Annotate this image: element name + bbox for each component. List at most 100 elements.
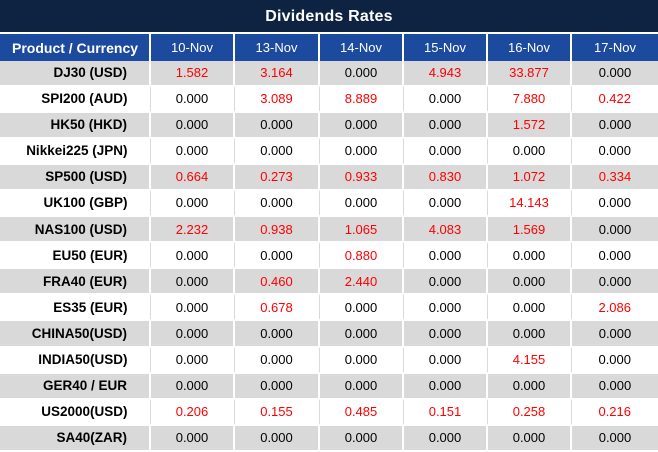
value-cell: 0.000 bbox=[487, 242, 572, 270]
product-cell: CHINA50(USD) bbox=[0, 320, 151, 348]
value-cell: 0.000 bbox=[487, 320, 572, 348]
value-cell: 0.000 bbox=[571, 346, 658, 374]
value-cell: 0.000 bbox=[571, 320, 658, 348]
table-row: FRA40 (EUR) 0.000 0.460 2.440 0.000 0.000 0.00… bbox=[0, 268, 658, 296]
value-cell: 0.422 bbox=[571, 85, 658, 113]
value-cell: 0.000 bbox=[234, 137, 320, 165]
value-cell: 0.000 bbox=[403, 189, 488, 218]
value-cell: 3.164 bbox=[234, 61, 320, 87]
value-cell: 0.000 bbox=[403, 294, 488, 322]
value-cell: 0.000 bbox=[234, 424, 320, 452]
table-row: US2000(USD) 0.206 0.155 0.485 0.151 0.258 0.21… bbox=[0, 398, 658, 426]
table-row: GER40 / EUR 0.000 0.000 0.000 0.000 0.000 0.00… bbox=[0, 372, 658, 400]
product-cell: DJ30 (USD) bbox=[0, 61, 151, 87]
value-cell: 7.880 bbox=[487, 85, 572, 113]
value-cell: 0.000 bbox=[487, 268, 572, 296]
value-cell: 0.000 bbox=[319, 346, 404, 374]
value-cell: 8.889 bbox=[319, 85, 404, 113]
value-cell: 0.000 bbox=[150, 268, 235, 296]
product-cell: FRA40 (EUR) bbox=[0, 268, 151, 296]
product-cell: NAS100 (USD) bbox=[0, 216, 151, 244]
value-cell: 0.000 bbox=[403, 242, 488, 270]
value-cell: 0.000 bbox=[487, 372, 572, 400]
value-cell: 0.000 bbox=[403, 85, 488, 113]
product-cell: GER40 / EUR bbox=[0, 372, 151, 400]
value-cell: 0.000 bbox=[319, 294, 404, 322]
value-cell: 2.086 bbox=[571, 294, 658, 322]
value-cell: 0.000 bbox=[234, 320, 320, 348]
product-cell: EU50 (EUR) bbox=[0, 242, 151, 270]
value-cell: 2.232 bbox=[150, 216, 235, 244]
value-cell: 0.000 bbox=[150, 111, 235, 139]
value-cell: 0.000 bbox=[234, 242, 320, 270]
value-cell: 0.000 bbox=[150, 372, 235, 400]
value-cell: 0.000 bbox=[150, 294, 235, 322]
product-cell: Nikkei225 (JPN) bbox=[0, 137, 151, 165]
value-cell: 0.000 bbox=[150, 189, 235, 218]
date-header: 15-Nov bbox=[403, 32, 488, 61]
dividends-table: Product / Currency 10-Nov 13-Nov 14-Nov 15-N… bbox=[0, 32, 658, 452]
value-cell: 0.000 bbox=[150, 242, 235, 270]
value-cell: 0.938 bbox=[234, 216, 320, 244]
date-header: 14-Nov bbox=[319, 32, 404, 61]
product-cell: SP500 (USD) bbox=[0, 163, 151, 191]
value-cell: 0.000 bbox=[150, 85, 235, 113]
table-row: CHINA50(USD) 0.000 0.000 0.000 0.000 0.000 0.0… bbox=[0, 320, 658, 348]
value-cell: 0.000 bbox=[571, 111, 658, 139]
value-cell: 1.582 bbox=[150, 61, 235, 87]
value-cell: 0.460 bbox=[234, 268, 320, 296]
value-cell: 0.000 bbox=[319, 137, 404, 165]
value-cell: 0.000 bbox=[571, 424, 658, 452]
value-cell: 0.000 bbox=[403, 320, 488, 348]
value-cell: 0.000 bbox=[403, 372, 488, 400]
value-cell: 0.000 bbox=[150, 137, 235, 165]
value-cell: 2.440 bbox=[319, 268, 404, 296]
value-cell: 0.000 bbox=[234, 111, 320, 139]
value-cell: 0.678 bbox=[234, 294, 320, 322]
value-cell: 0.000 bbox=[319, 424, 404, 452]
page-title: Dividends Rates bbox=[0, 0, 658, 32]
value-cell: 0.485 bbox=[319, 398, 404, 426]
table-row: EU50 (EUR) 0.000 0.000 0.880 0.000 0.000 0.000 bbox=[0, 242, 658, 270]
value-cell: 0.000 bbox=[571, 61, 658, 87]
value-cell: 0.000 bbox=[234, 189, 320, 218]
value-cell: 3.089 bbox=[234, 85, 320, 113]
value-cell: 0.000 bbox=[487, 424, 572, 452]
value-cell: 4.083 bbox=[403, 216, 488, 244]
value-cell: 0.000 bbox=[319, 111, 404, 139]
value-cell: 0.000 bbox=[487, 137, 572, 165]
date-header: 17-Nov bbox=[571, 32, 658, 61]
table-row: HK50 (HKD) 0.000 0.000 0.000 0.000 1.572 0.000 bbox=[0, 111, 658, 139]
value-cell: 0.000 bbox=[571, 137, 658, 165]
product-currency-header: Product / Currency bbox=[0, 32, 151, 61]
value-cell: 33.877 bbox=[487, 61, 572, 87]
value-cell: 0.000 bbox=[234, 346, 320, 374]
value-cell: 1.072 bbox=[487, 163, 572, 191]
value-cell: 0.000 bbox=[571, 216, 658, 244]
product-cell: US2000(USD) bbox=[0, 398, 151, 426]
value-cell: 1.572 bbox=[487, 111, 572, 139]
date-header: 10-Nov bbox=[150, 32, 235, 61]
value-cell: 0.273 bbox=[234, 163, 320, 191]
value-cell: 0.000 bbox=[319, 372, 404, 400]
value-cell: 0.000 bbox=[403, 268, 488, 296]
table-row: Nikkei225 (JPN) 0.000 0.000 0.000 0.000 0.000… bbox=[0, 137, 658, 165]
value-cell: 0.830 bbox=[403, 163, 488, 191]
value-cell: 0.000 bbox=[319, 320, 404, 348]
value-cell: 0.258 bbox=[487, 398, 572, 426]
table-row: SPI200 (AUD) 0.000 3.089 8.889 0.000 7.880 0.4… bbox=[0, 85, 658, 113]
table-row: NAS100 (USD) 2.232 0.938 1.065 4.083 1.569 0.0… bbox=[0, 216, 658, 244]
table-body: DJ30 (USD) 1.582 3.164 0.000 4.943 33.877 0.00… bbox=[0, 61, 658, 452]
value-cell: 0.664 bbox=[150, 163, 235, 191]
value-cell: 0.880 bbox=[319, 242, 404, 270]
value-cell: 4.155 bbox=[487, 346, 572, 374]
value-cell: 0.000 bbox=[150, 320, 235, 348]
value-cell: 0.334 bbox=[571, 163, 658, 191]
value-cell: 0.000 bbox=[403, 346, 488, 374]
value-cell: 0.000 bbox=[571, 372, 658, 400]
product-cell: HK50 (HKD) bbox=[0, 111, 151, 139]
table-row: SP500 (USD) 0.664 0.273 0.933 0.830 1.072 0.33… bbox=[0, 163, 658, 191]
table-row: DJ30 (USD) 1.582 3.164 0.000 4.943 33.877 0.00… bbox=[0, 61, 658, 87]
value-cell: 1.569 bbox=[487, 216, 572, 244]
